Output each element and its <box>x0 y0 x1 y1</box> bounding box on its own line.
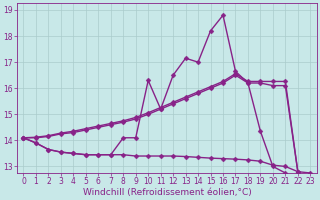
X-axis label: Windchill (Refroidissement éolien,°C): Windchill (Refroidissement éolien,°C) <box>83 188 251 197</box>
